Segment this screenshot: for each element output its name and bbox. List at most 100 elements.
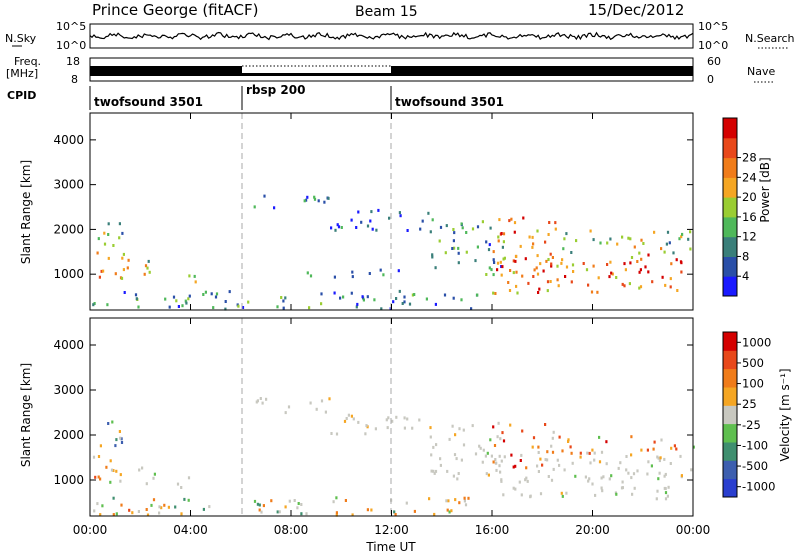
echo-cell bbox=[452, 228, 455, 231]
echo-cell bbox=[185, 301, 188, 305]
echo-cell bbox=[123, 291, 126, 294]
noise-tick-top-right: 10^5 bbox=[698, 20, 728, 33]
echo-cell bbox=[546, 450, 549, 454]
echo-cell bbox=[665, 242, 668, 246]
colorbar-bin bbox=[723, 423, 737, 443]
echo-cell bbox=[666, 494, 669, 498]
echo-cell bbox=[605, 462, 608, 466]
echo-cell bbox=[457, 261, 460, 265]
echo-cell bbox=[259, 397, 262, 400]
echo-region bbox=[429, 218, 505, 277]
echo-cell bbox=[464, 503, 468, 507]
echo-cell bbox=[462, 443, 466, 447]
echo-cell bbox=[444, 251, 447, 255]
echo-cell bbox=[371, 227, 374, 231]
echo-cell bbox=[495, 468, 498, 472]
echo-cell bbox=[499, 437, 502, 441]
echo-cell bbox=[487, 248, 491, 252]
colorbar-bin bbox=[723, 442, 737, 461]
x-tick-label: 00:00 bbox=[676, 523, 711, 537]
colorbar-frame bbox=[722, 331, 738, 498]
echo-cell bbox=[627, 236, 630, 240]
echo-cell bbox=[557, 284, 560, 288]
echo-cell bbox=[462, 428, 465, 432]
echo-cell bbox=[656, 489, 659, 493]
echo-cell bbox=[627, 471, 630, 475]
echo-cell bbox=[119, 473, 122, 477]
colorbar-bin bbox=[723, 460, 737, 480]
echo-cell bbox=[669, 277, 672, 281]
power-plot-frame bbox=[89, 112, 694, 311]
echo-cell bbox=[115, 469, 118, 473]
echo-cell bbox=[558, 463, 561, 467]
echo-cell bbox=[94, 475, 97, 479]
echo-cell bbox=[350, 218, 353, 222]
echo-cell bbox=[600, 476, 603, 480]
echo-cell bbox=[430, 469, 433, 473]
echo-cell bbox=[532, 436, 536, 440]
echo-cell bbox=[388, 216, 391, 220]
echo-cell bbox=[588, 477, 591, 481]
echo-cell bbox=[109, 459, 112, 463]
echo-cell bbox=[544, 423, 547, 426]
echo-cell bbox=[550, 264, 553, 268]
echo-cell bbox=[485, 240, 488, 244]
echo-cell bbox=[502, 439, 506, 443]
echo-cell bbox=[445, 499, 448, 503]
noise-tick-bottom-right: 10^0 bbox=[698, 39, 728, 52]
freq-tick-bottom: 8 bbox=[71, 73, 78, 86]
echo-cell bbox=[633, 486, 636, 490]
echo-cell bbox=[457, 246, 460, 250]
echo-cell bbox=[659, 456, 662, 460]
echo-cell bbox=[368, 272, 371, 275]
echo-cell bbox=[606, 263, 609, 266]
echo-cell bbox=[351, 513, 354, 517]
echo-cell bbox=[391, 419, 394, 423]
echo-cell bbox=[471, 227, 475, 231]
echo-cell bbox=[658, 471, 661, 475]
echo-cell bbox=[411, 426, 414, 430]
echo-cell bbox=[547, 258, 550, 261]
echo-cell bbox=[588, 451, 591, 455]
echo-cell bbox=[512, 271, 515, 275]
echo-cell bbox=[611, 272, 614, 276]
echo-cell bbox=[535, 266, 538, 270]
noise-tick-bottom: 10^0 bbox=[56, 39, 86, 52]
echo-cell bbox=[306, 195, 309, 199]
echo-cell bbox=[605, 440, 608, 444]
echo-cell bbox=[465, 231, 468, 234]
echo-cell bbox=[485, 472, 488, 476]
echo-cell bbox=[529, 495, 532, 499]
echo-cell bbox=[137, 305, 140, 309]
echo-cell bbox=[502, 493, 505, 497]
noise-tick-top: 10^5 bbox=[56, 20, 86, 33]
echo-cell bbox=[508, 289, 512, 292]
echo-cell bbox=[458, 427, 461, 431]
echo-cell bbox=[516, 291, 519, 295]
echo-cell bbox=[515, 254, 518, 258]
echo-cell bbox=[562, 247, 565, 251]
echo-cell bbox=[624, 268, 627, 272]
echo-cell bbox=[355, 305, 358, 309]
echo-cell bbox=[393, 510, 396, 514]
echo-cell bbox=[636, 469, 639, 473]
echo-cell bbox=[632, 472, 636, 476]
echo-cell bbox=[366, 508, 369, 512]
echo-cell bbox=[280, 296, 283, 299]
freq-band-segment-3 bbox=[391, 66, 693, 76]
echo-cell bbox=[366, 224, 370, 228]
echo-cell bbox=[377, 208, 380, 212]
echo-cell bbox=[594, 493, 597, 497]
echo-cell bbox=[628, 282, 631, 286]
echo-cell bbox=[590, 290, 594, 294]
echo-cell bbox=[92, 455, 96, 459]
echo-cell bbox=[673, 444, 676, 448]
echo-cell bbox=[527, 281, 530, 285]
colorbar-bin bbox=[723, 387, 737, 406]
echo-cell bbox=[465, 250, 468, 254]
echo-cell bbox=[127, 258, 130, 262]
echo-cell bbox=[490, 454, 493, 458]
echo-cell bbox=[228, 290, 231, 294]
echo-cell bbox=[395, 415, 398, 419]
echo-cell bbox=[121, 231, 124, 235]
